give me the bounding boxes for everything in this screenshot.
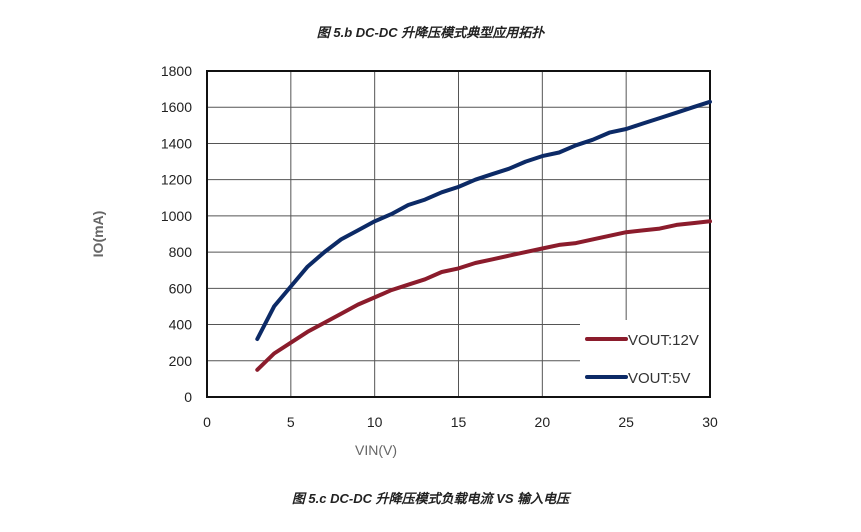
y-tick-label: 1600 [161, 99, 192, 115]
x-tick-label: 30 [702, 414, 718, 430]
legend-box [580, 320, 711, 396]
x-axis-label: VIN(V) [355, 442, 397, 458]
y-tick-label: 1800 [161, 63, 192, 79]
y-tick-label: 400 [169, 317, 193, 333]
bottom-caption: 图 5.c DC-DC 升降压模式负载电流 VS 输入电压 [291, 491, 570, 506]
y-tick-label: 1400 [161, 135, 192, 151]
series-line-2 [255, 99, 712, 341]
x-tick-label: 0 [203, 414, 211, 430]
x-tick-label: 25 [618, 414, 634, 430]
legend-label: VOUT:12V [628, 332, 699, 349]
y-axis-label: IO(mA) [90, 211, 106, 258]
x-tick-label: 20 [535, 414, 551, 430]
y-tick-label: 800 [169, 244, 193, 260]
legend-label: VOUT:5V [628, 370, 691, 387]
x-tick-label: 5 [287, 414, 295, 430]
x-tick-label: 15 [451, 414, 467, 430]
y-tick-label: 1200 [161, 172, 192, 188]
plot-frame [206, 70, 711, 398]
series-line-1 [255, 219, 712, 372]
y-tick-label: 200 [169, 353, 193, 369]
y-tick-label: 1000 [161, 208, 192, 224]
x-tick-label: 10 [367, 414, 383, 430]
y-tick-label: 600 [169, 280, 193, 296]
y-tick-label: 0 [184, 389, 192, 405]
top-caption: 图 5.b DC-DC 升降压模式典型应用拓扑 [316, 25, 545, 40]
